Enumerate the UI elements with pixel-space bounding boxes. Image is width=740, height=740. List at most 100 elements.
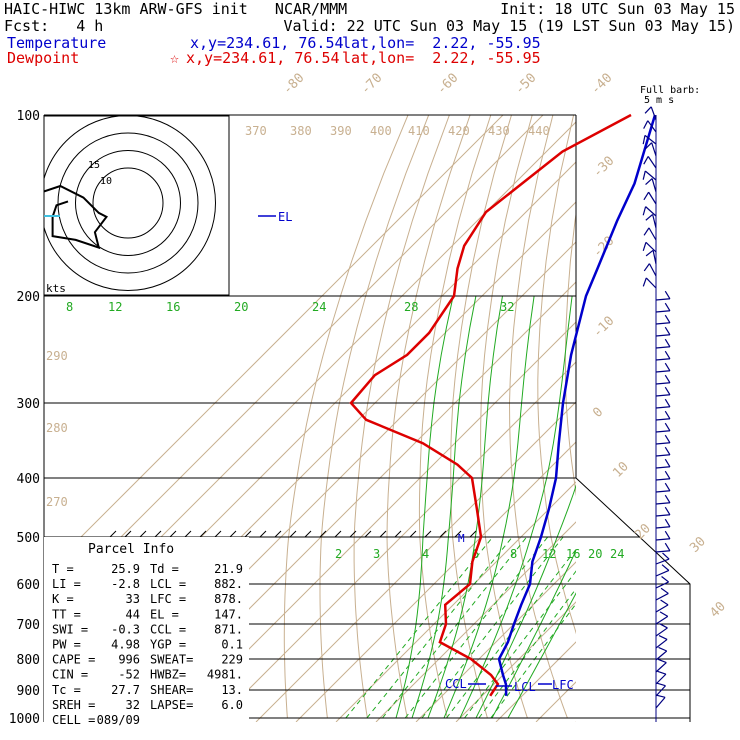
wind-barb <box>644 106 657 121</box>
parcel-row-key2: LCL = <box>150 577 186 591</box>
lfc-marker: LFC <box>552 678 574 692</box>
parcel-row-value2: 147. <box>214 607 243 621</box>
mixing-ratio-label: 3 <box>373 547 380 561</box>
hodograph-ring <box>92 167 164 239</box>
hodograph-trace-low <box>14 217 33 256</box>
bl-tick <box>154 530 162 538</box>
parcel-row-value: -52 <box>118 668 140 682</box>
wind-barb <box>655 682 666 697</box>
parcel-row-value: 32 <box>126 698 140 712</box>
mixing-ratio-label: 24 <box>610 547 624 561</box>
wind-barb <box>655 434 671 445</box>
bl-tick <box>334 530 342 538</box>
pressure-tick-label: 800 <box>17 653 40 668</box>
wind-barb <box>642 241 657 253</box>
wind-barb <box>655 670 667 685</box>
wind-barb-column <box>642 106 671 722</box>
dry-adiabat <box>537 115 576 635</box>
parcel-row-key: Tc = <box>52 683 81 697</box>
parcel-row-value: -0.3 <box>111 622 140 636</box>
bl-tick <box>364 530 372 538</box>
parcel-row-key2: LFC = <box>150 592 186 606</box>
wind-barb <box>655 646 668 661</box>
dry-adiabat <box>480 115 533 719</box>
mixing-ratio-line <box>366 536 513 719</box>
hodograph-ring <box>75 150 181 256</box>
theta-label: 440 <box>528 124 550 138</box>
mixing-ratio-line <box>446 548 576 719</box>
bl-tick <box>199 530 207 538</box>
bl-tick <box>169 530 177 538</box>
boundary-layer-ticks <box>109 530 477 538</box>
mixing-ratio-labels: 8 12 16 20 24 28 322 3 4 6 8 12 16 20 24 <box>66 300 624 561</box>
wind-barb <box>655 422 671 433</box>
bl-tick <box>319 530 327 538</box>
wind-barb <box>655 518 671 529</box>
bl-tick <box>454 530 462 538</box>
wind-barb <box>645 178 657 193</box>
dewpoint-legend-label: Dewpoint <box>7 49 80 67</box>
wind-barb <box>655 374 671 385</box>
mixing-ratio-line <box>464 570 576 719</box>
parcel-row-key: T = <box>52 562 74 576</box>
hodograph-ring <box>57 132 199 274</box>
dry-adiabat <box>450 115 512 719</box>
mixing-ratio-line <box>404 536 549 719</box>
theta-label: 410 <box>408 124 430 138</box>
temperature-profile <box>497 114 657 696</box>
bl-tick <box>439 530 447 538</box>
bl-tick <box>469 530 477 538</box>
wind-barb <box>655 410 671 421</box>
hodograph-ring-label: 10 <box>100 176 112 187</box>
isotherm-label: -40 <box>588 71 615 98</box>
moist-adiabat <box>491 549 576 719</box>
moist-adiabat <box>507 592 576 719</box>
wind-barb <box>643 120 657 133</box>
parcel-row-key2: LAPSE= <box>150 698 193 712</box>
model-title: HAIC-HIWC 13km ARW-GFS init NCAR/MMM <box>4 0 348 18</box>
wind-barb <box>655 530 671 541</box>
dry-adiabat <box>691 115 740 718</box>
mixing-ratio-label: 12 <box>542 547 556 561</box>
wind-barb <box>644 142 657 157</box>
pressure-tick-label: 700 <box>17 618 40 633</box>
hodograph-units: kts <box>46 282 66 295</box>
wind-barb <box>645 249 657 265</box>
el-marker: EL <box>278 210 292 224</box>
dry-adiabat <box>592 115 687 718</box>
barb-key-line1: Full barb: <box>640 85 700 96</box>
bl-tick <box>184 530 192 538</box>
mixing-ratio-label: 20 <box>588 547 602 561</box>
wind-barb <box>642 277 657 289</box>
moist-adiabat-label: 8 <box>66 300 73 314</box>
parcel-row-key: CIN = <box>52 668 88 682</box>
moist-adiabat-label: 24 <box>312 300 326 314</box>
pressure-axis-labels: 100 200 300 400 500 600 700 800 900 1000 <box>9 109 40 727</box>
wind-barb <box>655 506 671 517</box>
moist-adiabat-label: 16 <box>166 300 180 314</box>
theta-label: 290 <box>46 349 68 363</box>
parcel-row-key2: YGP = <box>150 638 186 652</box>
parcel-row-key: CAPE = <box>52 653 95 667</box>
parcel-row-value: -2.8 <box>111 577 140 591</box>
forecast-hour: Fcst: 4 h <box>4 17 104 35</box>
wind-barb <box>655 362 671 373</box>
level-markers: EL CCL LCL LFC M <box>258 210 574 694</box>
temperature-legend-latlon: lat,lon= 2.22, -55.95 <box>342 34 541 52</box>
parcel-info-title: Parcel Info <box>88 542 174 557</box>
wind-barb <box>643 156 657 169</box>
dry-adiabat <box>353 115 450 719</box>
parcel-info-panel: Parcel Info <box>44 537 249 722</box>
wind-barb <box>642 170 657 181</box>
dry-adiabat <box>618 115 727 718</box>
dewpoint-star-icon: ☆ <box>170 49 180 67</box>
wind-barb <box>655 338 671 349</box>
bl-tick <box>259 530 267 538</box>
temperature-legend-xy: x,y=234.61, 76.54 <box>190 34 344 52</box>
mixing-ratio-line <box>421 536 564 719</box>
mixing-ratio-label: 2 <box>335 547 342 561</box>
theta-label: 270 <box>46 495 68 509</box>
isotherm-label: -30 <box>590 154 617 181</box>
